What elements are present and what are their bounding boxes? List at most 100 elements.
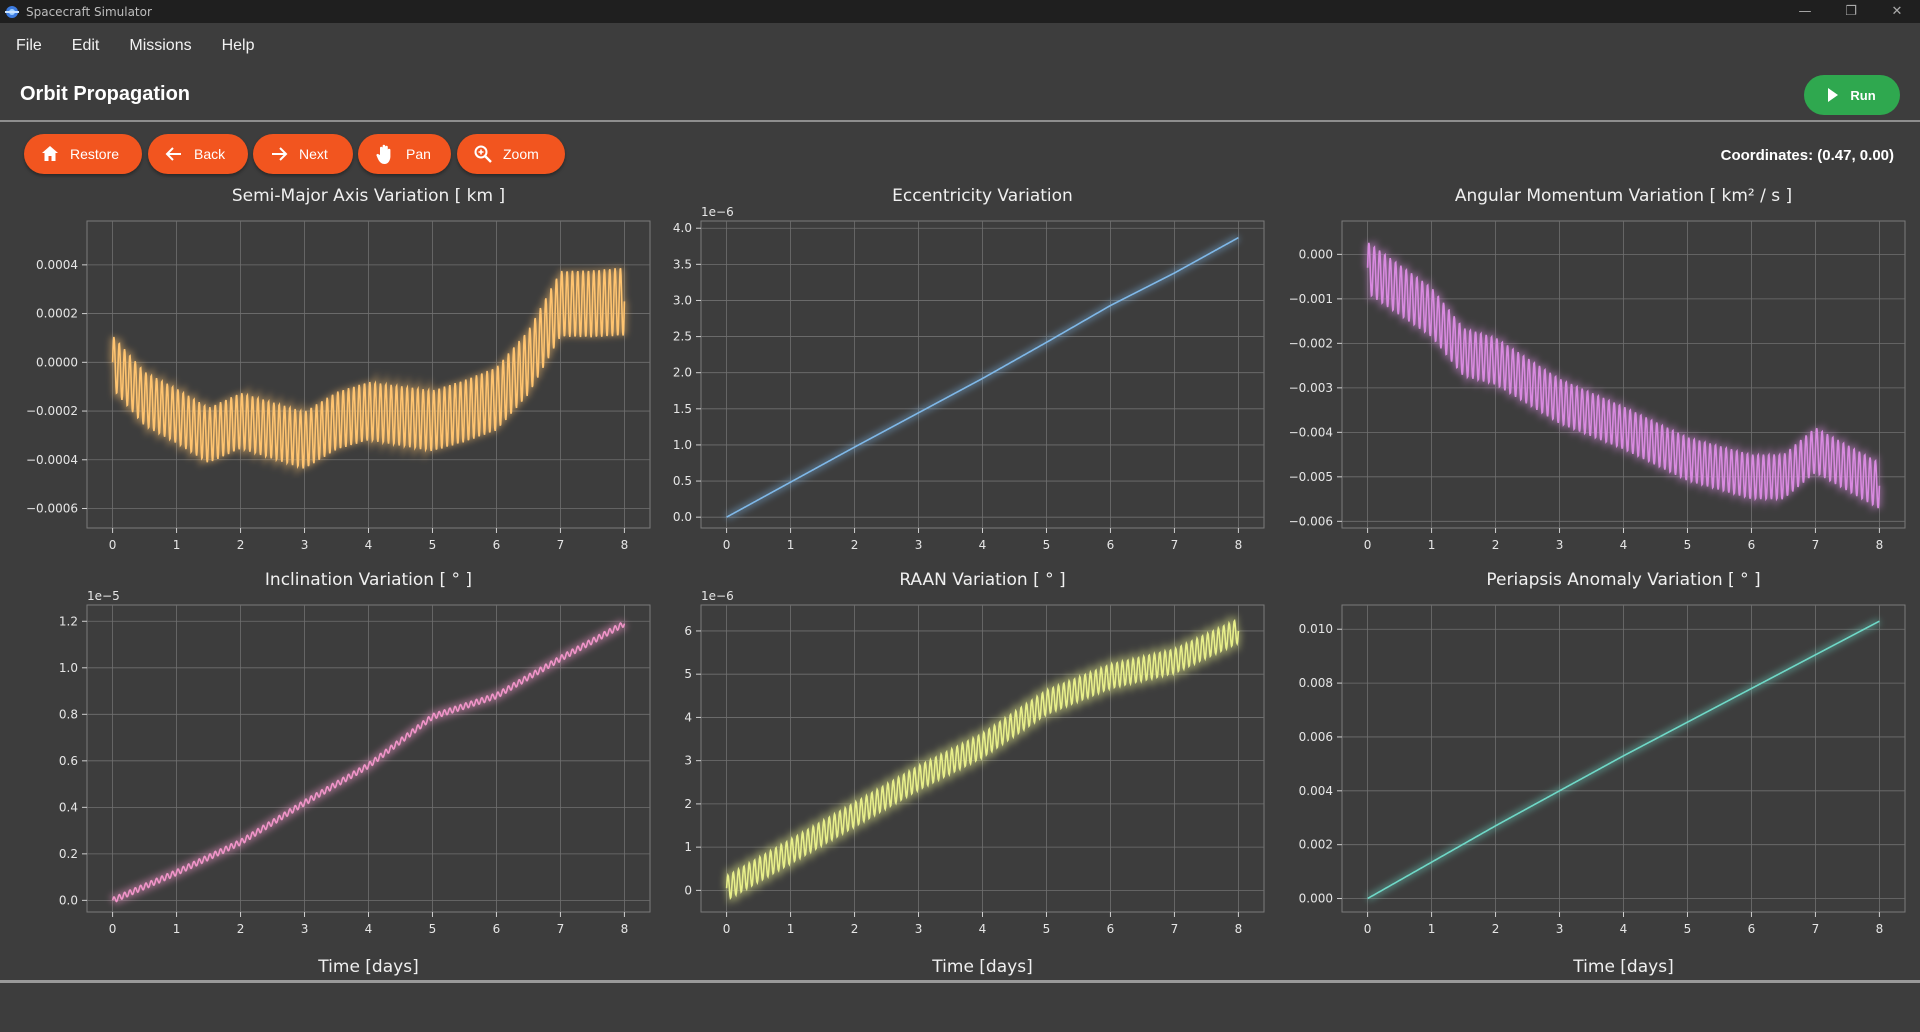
axis-exponent-label: 1e−6 — [701, 589, 734, 603]
next-label: Next — [299, 146, 328, 162]
y-tick-label: 0.010 — [1299, 622, 1333, 636]
x-tick-label: 7 — [1171, 922, 1179, 936]
x-tick-label: 5 — [429, 538, 437, 552]
x-tick-label: 8 — [1235, 538, 1243, 552]
y-tick-label: 0.002 — [1299, 838, 1333, 852]
x-tick-label: 4 — [1620, 922, 1628, 936]
y-tick-label: −0.002 — [1289, 336, 1333, 350]
x-tick-label: 5 — [1043, 538, 1051, 552]
x-tick-label: 5 — [1684, 538, 1692, 552]
menu-missions[interactable]: Missions — [129, 36, 192, 54]
y-tick-label: 4 — [684, 710, 692, 724]
pan-button[interactable]: Pan — [358, 134, 451, 174]
x-tick-label: 3 — [301, 538, 309, 552]
y-tick-label: 5 — [684, 667, 692, 681]
chart-title: Angular Momentum Variation [ km² / s ] — [1455, 186, 1792, 206]
y-tick-label: −0.0004 — [26, 453, 78, 467]
x-tick-label: 2 — [1492, 538, 1500, 552]
x-tick-label: 8 — [621, 538, 629, 552]
run-button[interactable]: Run — [1804, 75, 1900, 115]
x-tick-label: 1 — [787, 922, 795, 936]
x-tick-label: 6 — [1748, 922, 1756, 936]
y-tick-label: 0.0000 — [36, 355, 78, 369]
x-tick-label: 6 — [1107, 922, 1115, 936]
x-tick-label: 5 — [1684, 922, 1692, 936]
chart-3: 0 1 2 3 4 5 6 7 8 0.000 −0.001 −0.002 −0.003 −0.004 −0… — [1289, 186, 1906, 552]
axis-exponent-label: 1e−6 — [701, 205, 734, 219]
x-tick-label: 2 — [237, 538, 245, 552]
y-tick-label: 3.5 — [673, 257, 692, 271]
y-tick-label: 3.0 — [673, 293, 692, 307]
y-tick-label: 0.0002 — [36, 307, 78, 321]
arrow-left-icon — [165, 147, 181, 161]
x-tick-label: 5 — [429, 922, 437, 936]
x-tick-label: 7 — [1812, 538, 1820, 552]
plot-canvas[interactable]: 0 1 2 3 4 5 6 7 80.00040.00020.0000−0.0002−0.000… — [0, 176, 1920, 980]
y-tick-label: 0.0 — [59, 893, 78, 907]
y-tick-label: −0.005 — [1289, 470, 1333, 484]
x-tick-label: 8 — [1876, 922, 1884, 936]
x-tick-label: 0 — [109, 538, 117, 552]
chart-2: 0 1 2 3 4 5 6 7 8 0.0 0.5 1.0 1.5 2.0 2.5 3.0 3.5 4.0 1e−6… — [673, 186, 1265, 552]
menu-help[interactable]: Help — [221, 36, 255, 54]
y-tick-label: 0.2 — [59, 847, 78, 861]
x-tick-label: 7 — [1812, 922, 1820, 936]
x-tick-label: 4 — [365, 922, 373, 936]
y-tick-label: 0.000 — [1299, 247, 1333, 261]
chart-1: 0 1 2 3 4 5 6 7 8 0.0004 0.0002 0.0000 −0.0002 −0.000… — [26, 186, 651, 552]
x-tick-label: 1 — [1428, 922, 1436, 936]
pan-label: Pan — [406, 146, 431, 162]
next-button[interactable]: Next — [253, 134, 353, 174]
y-tick-label: −0.006 — [1289, 514, 1333, 528]
x-tick-label: 0 — [723, 538, 731, 552]
x-tick-label: 0 — [1364, 922, 1372, 936]
y-tick-label: 0.000 — [1299, 892, 1333, 906]
chart-title: Periapsis Anomaly Variation [ ° ] — [1486, 570, 1760, 590]
close-button[interactable]: ✕ — [1891, 4, 1903, 19]
restore-button[interactable]: Restore — [24, 134, 142, 174]
y-tick-label: −0.003 — [1289, 381, 1333, 395]
x-axis-label: Time [days] — [931, 957, 1032, 977]
x-tick-label: 4 — [979, 922, 987, 936]
y-tick-label: 0.0 — [673, 510, 692, 524]
chart-title: Eccentricity Variation — [892, 186, 1073, 206]
y-tick-label: 2 — [684, 797, 692, 811]
menu-file[interactable]: File — [16, 36, 42, 54]
back-button[interactable]: Back — [148, 134, 248, 174]
y-tick-label: 0.008 — [1299, 676, 1333, 690]
y-tick-label: 0.006 — [1299, 730, 1333, 744]
y-tick-label: 1.5 — [673, 402, 692, 416]
y-tick-label: −0.0002 — [26, 404, 78, 418]
x-tick-label: 2 — [237, 922, 245, 936]
y-tick-label: 1.0 — [673, 438, 692, 452]
y-tick-label: 1.2 — [59, 614, 78, 628]
y-tick-label: 0.004 — [1299, 784, 1333, 798]
x-tick-label: 0 — [1364, 538, 1372, 552]
x-tick-label: 2 — [851, 922, 859, 936]
y-tick-label: 0.8 — [59, 707, 78, 721]
zoom-button[interactable]: Zoom — [457, 134, 565, 174]
page-title: Orbit Propagation — [20, 83, 190, 105]
maximize-button[interactable]: ❐ — [1845, 4, 1857, 19]
x-tick-label: 2 — [851, 538, 859, 552]
x-tick-label: 4 — [365, 538, 373, 552]
x-tick-label: 7 — [1171, 538, 1179, 552]
status-bar — [0, 983, 1920, 1032]
run-label: Run — [1850, 87, 1876, 103]
x-tick-label: 0 — [109, 922, 117, 936]
menu-edit[interactable]: Edit — [71, 36, 100, 54]
x-tick-label: 3 — [1556, 538, 1564, 552]
x-tick-label: 2 — [1492, 922, 1500, 936]
y-tick-label: −0.004 — [1289, 425, 1333, 439]
x-tick-label: 6 — [1748, 538, 1756, 552]
x-tick-label: 0 — [723, 922, 731, 936]
title-bar: Spacecraft Simulator — ❐ ✕ — [0, 0, 1920, 23]
x-axis-label: Time [days] — [317, 957, 418, 977]
y-tick-label: 0.0004 — [36, 258, 78, 272]
app-icon — [4, 4, 20, 20]
x-tick-label: 3 — [301, 922, 309, 936]
axis-exponent-label: 1e−5 — [87, 589, 120, 603]
y-tick-label: −0.0006 — [26, 502, 78, 516]
minimize-button[interactable]: — — [1798, 4, 1812, 19]
x-tick-label: 1 — [173, 922, 181, 936]
